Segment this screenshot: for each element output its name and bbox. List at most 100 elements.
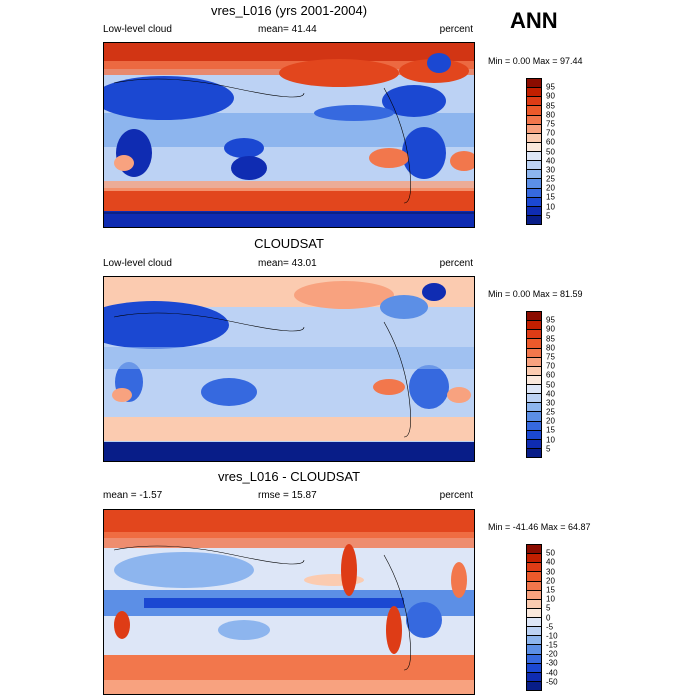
colorbar-tick-label: -40 [546,668,558,678]
colorbar-swatch [527,79,541,89]
colorbar-swatch [527,681,541,690]
colorbar-swatch [527,599,541,609]
panel-1-mean-label: mean= 41.44 [258,24,317,35]
colorbar-swatch [527,618,541,628]
colorbar-tick-label: 90 [546,324,555,334]
panel-2-colorbar-labels: 95 90 85 80 75 70 60 50 40 30 25 20 15 10 5 [546,311,576,458]
panel-3-colorbar-labels: 50 40 30 20 15 10 5 0 -5 -10 -15 -20 -30 -40 -50 [546,544,576,691]
colorbar-swatch [527,312,541,322]
colorbar-swatch [527,672,541,682]
colorbar-swatch [527,321,541,331]
colorbar-swatch [527,124,541,134]
colorbar-tick-label: 50 [546,147,555,156]
colorbar-tick-label: 10 [546,435,555,445]
colorbar-tick-label: 50 [546,380,555,389]
colorbar-tick-label: 15 [546,192,555,202]
panel-3-map [103,509,475,695]
colorbar-swatch [527,339,541,349]
colorbar-swatch [527,608,541,618]
colorbar-swatch [527,645,541,655]
colorbar-swatch [527,106,541,116]
panel-2-mean-label: mean= 43.01 [258,258,317,269]
colorbar-swatch [527,133,541,143]
colorbar-swatch [527,439,541,449]
colorbar-tick-label: 0 [546,613,551,622]
colorbar-swatch [527,215,541,224]
colorbar-tick-label: 10 [546,202,555,212]
colorbar-tick-label: 15 [546,585,555,595]
panel-2-left-label: Low-level cloud [103,258,172,269]
colorbar-tick-label: 20 [546,416,555,426]
colorbar-swatch [527,448,541,457]
panel-2-map [103,276,475,462]
colorbar-swatch [527,115,541,125]
colorbar-tick-label: -15 [546,640,558,650]
colorbar-tick-label: -20 [546,649,558,659]
panel-2-minmax: Min = 0.00 Max = 81.59 [488,289,583,299]
colorbar-swatch [527,357,541,367]
panel-3-minmax: Min = -41.46 Max = 64.87 [488,522,591,532]
season-label: ANN [510,8,558,33]
panel-2-title: CLOUDSAT [254,236,324,251]
panel-1-title: vres_L016 (yrs 2001-2004) [210,3,368,18]
colorbar-tick-label: 5 [546,211,551,221]
colorbar-swatch [527,572,541,582]
colorbar-tick-label: 40 [546,557,555,567]
panel-1-units-label: percent [439,24,473,35]
colorbar-tick-label: 5 [546,603,551,613]
colorbar-swatch [527,161,541,171]
colorbar-swatch [527,330,541,340]
colorbar-tick-label: 70 [546,128,555,138]
colorbar-tick-label: 20 [546,183,555,193]
colorbar-swatch [527,88,541,98]
colorbar-tick-label: 10 [546,594,555,604]
colorbar-swatch [527,403,541,413]
colorbar-tick-label: -5 [546,622,554,632]
colorbar-tick-label: 25 [546,407,555,417]
colorbar-tick-label: 85 [546,101,555,111]
colorbar-tick-label: 95 [546,82,555,92]
colorbar-tick-label: -10 [546,631,558,641]
colorbar-swatch [527,152,541,162]
colorbar-swatch [527,394,541,404]
colorbar-swatch [527,590,541,600]
panel-3-title: vres_L016 - CLOUDSAT [217,469,361,484]
colorbar-swatch [527,412,541,422]
colorbar-tick-label: 80 [546,343,555,353]
colorbar-swatch [527,430,541,440]
colorbar-swatch [527,348,541,358]
colorbar-swatch [527,627,541,637]
panel-1-left-label: Low-level cloud [103,24,172,35]
colorbar-tick-label: 60 [546,137,555,147]
colorbar-tick-label: 15 [546,425,555,435]
colorbar-swatch [527,142,541,152]
colorbar-tick-label: 40 [546,389,555,399]
colorbar-swatch [527,654,541,664]
colorbar-swatch [527,563,541,573]
colorbar-swatch [527,366,541,376]
colorbar-tick-label: 85 [546,334,555,344]
panel-2-units-label: percent [439,258,473,269]
colorbar-tick-label: 5 [546,444,551,454]
colorbar-swatch [527,554,541,564]
colorbar-tick-label: 25 [546,174,555,184]
colorbar-swatch [527,545,541,555]
colorbar-swatch [527,179,541,189]
colorbar-tick-label: 70 [546,361,555,371]
colorbar-tick-label: 30 [546,165,555,175]
colorbar-tick-label: 50 [546,548,555,558]
panel-3-rmse-label: rmse = 15.87 [258,490,317,501]
colorbar-tick-label: 40 [546,156,555,166]
colorbar-tick-label: -30 [546,658,558,668]
colorbar-tick-label: 80 [546,110,555,120]
panel-1-map [103,42,475,228]
panel-1-colorbar [526,78,542,225]
colorbar-swatch [527,421,541,431]
colorbar-swatch [527,385,541,395]
panel-1-minmax: Min = 0.00 Max = 97.44 [488,56,583,66]
colorbar-swatch [527,636,541,646]
colorbar-tick-label: 90 [546,91,555,101]
colorbar-swatch [527,197,541,207]
colorbar-swatch [527,375,541,385]
colorbar-tick-label: 95 [546,315,555,325]
